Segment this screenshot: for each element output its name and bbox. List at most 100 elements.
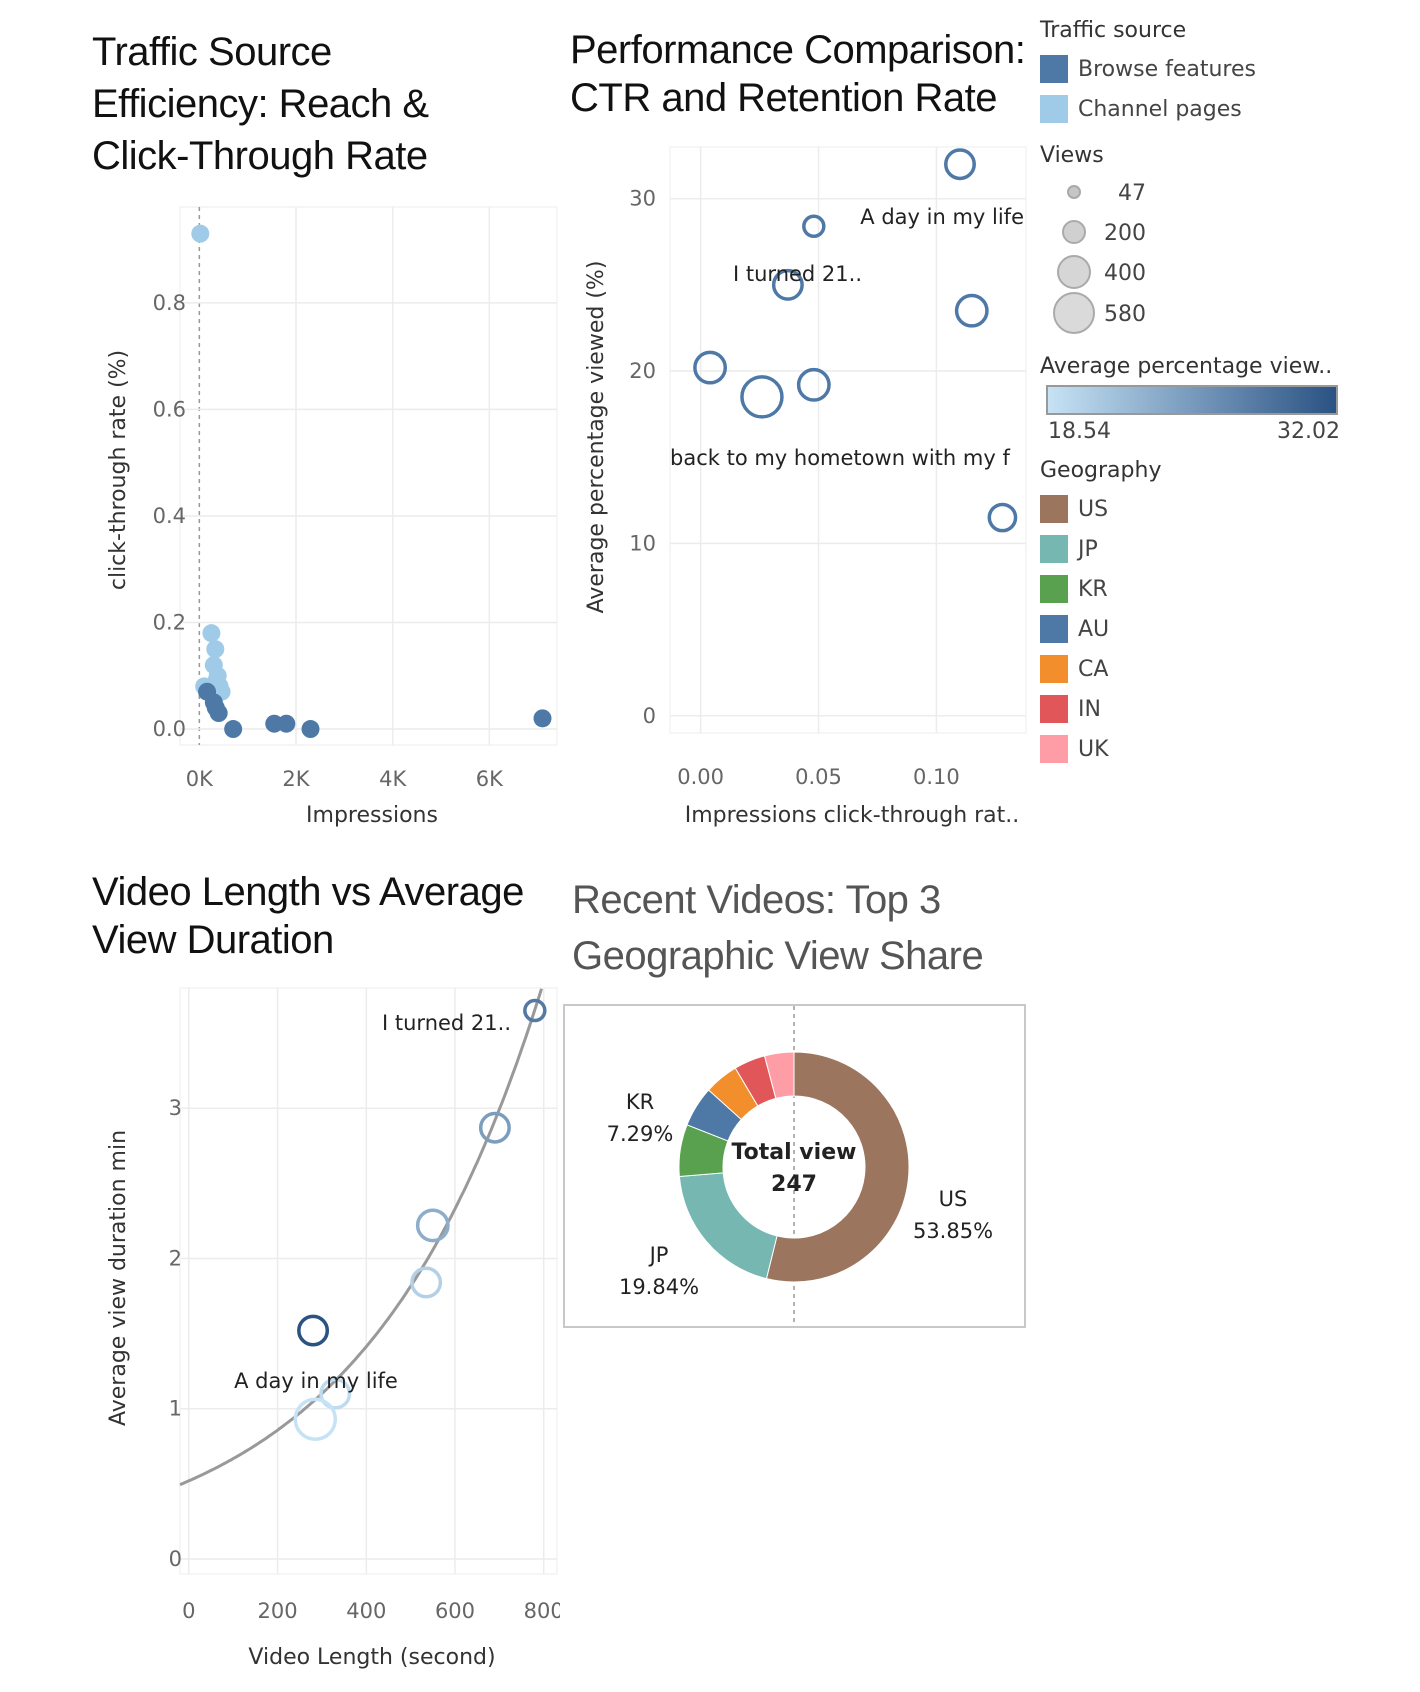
performance-gridlines bbox=[669, 146, 1027, 734]
legend-swatch bbox=[1040, 495, 1068, 523]
length-x-tick: 400 bbox=[346, 1599, 386, 1623]
legend-gradient-min: 18.54 bbox=[1048, 419, 1111, 444]
performance-point[interactable] bbox=[771, 268, 804, 301]
legend-traffic-title: Traffic source bbox=[1040, 18, 1187, 43]
performance-y-tick: 0 bbox=[643, 704, 656, 728]
length-point[interactable] bbox=[523, 998, 547, 1023]
geo-slice-us[interactable] bbox=[765, 1051, 910, 1283]
traffic-point[interactable] bbox=[209, 704, 228, 723]
traffic-y-tick: 0.0 bbox=[153, 717, 186, 741]
length-point[interactable] bbox=[478, 1111, 511, 1144]
legend-geo-item[interactable]: AU bbox=[1040, 609, 1420, 649]
legend-traffic-label: Channel pages bbox=[1078, 96, 1242, 122]
length-point[interactable] bbox=[293, 1397, 338, 1441]
legend-swatch bbox=[1040, 575, 1068, 603]
perf-annotation-turned-21: I turned 21.. bbox=[733, 262, 862, 286]
length-scatter-chart: 0 200 400 600 800 0 1 2 3 I turned 21.. A day in… bbox=[106, 987, 560, 1670]
legend-geo-item[interactable]: CA bbox=[1040, 649, 1420, 689]
geo-label-jp-pct: 19.84% bbox=[619, 1275, 699, 1299]
legend-swatch bbox=[1040, 95, 1068, 123]
legend-swatch bbox=[1040, 655, 1068, 683]
legend-geo-item[interactable]: IN bbox=[1040, 689, 1420, 729]
legend-geo-label: AU bbox=[1078, 616, 1110, 642]
length-point[interactable] bbox=[410, 1266, 443, 1299]
legend-geo-label: IN bbox=[1078, 696, 1101, 722]
legend-panel: Traffic source Browse features Channel p… bbox=[1040, 18, 1420, 769]
traffic-point[interactable] bbox=[191, 224, 210, 243]
length-points bbox=[293, 998, 547, 1441]
length-y-axis-label: Average view duration min bbox=[106, 1130, 131, 1426]
perf-annotation-day-in-life: A day in my life bbox=[860, 205, 1024, 229]
traffic-point[interactable] bbox=[206, 640, 225, 659]
legend-geo-item[interactable]: JP bbox=[1040, 529, 1420, 569]
traffic-tick-labels: 0K 2K 4K 6K 0.0 0.2 0.4 0.6 0.8 bbox=[153, 291, 505, 791]
performance-point[interactable] bbox=[987, 502, 1018, 533]
legend-traffic-item[interactable]: Channel pages bbox=[1040, 89, 1420, 129]
legend-swatch bbox=[1040, 615, 1068, 643]
legend-size-circle bbox=[1067, 185, 1081, 199]
length-x-tick: 200 bbox=[258, 1599, 298, 1623]
traffic-chart-title: Traffic Source Efficiency: Reach & Click… bbox=[92, 26, 429, 182]
legend-size-label: 47 bbox=[1118, 181, 1146, 206]
legend-views-title: Views bbox=[1040, 143, 1104, 168]
traffic-point[interactable] bbox=[301, 720, 320, 739]
traffic-x-tick: 0K bbox=[186, 767, 214, 791]
legend-size-circle bbox=[1062, 220, 1086, 244]
performance-y-tick: 30 bbox=[629, 187, 656, 211]
performance-title-line-2: CTR and Retention Rate bbox=[570, 76, 998, 120]
length-title-line-2: View Duration bbox=[92, 918, 334, 962]
legend-geo-item[interactable]: US bbox=[1040, 489, 1420, 529]
traffic-point[interactable] bbox=[202, 624, 221, 643]
length-point[interactable] bbox=[415, 1208, 450, 1243]
geo-label-us-pct: 53.85% bbox=[913, 1219, 993, 1243]
performance-point[interactable] bbox=[954, 293, 989, 328]
legend-geo-item[interactable]: UK bbox=[1040, 729, 1420, 769]
legend-geo-item[interactable]: KR bbox=[1040, 569, 1420, 609]
performance-point[interactable] bbox=[802, 214, 826, 239]
traffic-title-line-3: Click-Through Rate bbox=[92, 134, 428, 178]
legend-geo-label: UK bbox=[1078, 736, 1109, 762]
traffic-y-axis-label: click-through rate (%) bbox=[106, 350, 131, 590]
performance-point[interactable] bbox=[693, 350, 728, 385]
length-chart-title: Video Length vs Average View Duration bbox=[92, 868, 524, 964]
performance-point[interactable] bbox=[796, 367, 831, 402]
performance-point[interactable] bbox=[944, 148, 976, 181]
traffic-title-line-2: Efficiency: Reach & bbox=[92, 82, 429, 126]
performance-scatter-chart: 0.00 0.05 0.10 0 10 20 30 A day in my life I t… bbox=[584, 146, 1027, 828]
geo-slice-uk[interactable] bbox=[763, 1051, 795, 1099]
legend-gradient-title: Average percentage view.. bbox=[1040, 354, 1333, 379]
geo-slices bbox=[678, 1051, 910, 1283]
geo-center-label: Total view bbox=[732, 1140, 857, 1165]
length-annotation-turned-21: I turned 21.. bbox=[382, 1011, 511, 1035]
legend-geo-label: KR bbox=[1078, 576, 1108, 602]
length-point[interactable] bbox=[319, 1377, 352, 1410]
traffic-y-tick: 0.6 bbox=[153, 397, 186, 421]
traffic-x-tick: 6K bbox=[476, 767, 504, 791]
performance-title-line-1: Performance Comparison: bbox=[570, 28, 1026, 72]
traffic-scatter-chart: 0K 2K 4K 6K 0.0 0.2 0.4 0.6 0.8 Impressions clic… bbox=[106, 206, 558, 828]
performance-x-axis-label: Impressions click-through rat.. bbox=[685, 803, 1020, 828]
traffic-point[interactable] bbox=[224, 720, 243, 739]
length-y-tick: 0 bbox=[169, 1547, 182, 1571]
legend-traffic-label: Browse features bbox=[1078, 56, 1256, 82]
traffic-point[interactable] bbox=[277, 714, 296, 733]
legend-size-label: 200 bbox=[1104, 221, 1146, 246]
legend-gradient-max: 32.02 bbox=[1277, 419, 1340, 444]
performance-x-tick: 0.00 bbox=[677, 765, 724, 789]
length-point[interactable] bbox=[297, 1314, 330, 1347]
traffic-point[interactable] bbox=[533, 709, 552, 728]
legend-traffic-item[interactable]: Browse features bbox=[1040, 49, 1420, 89]
length-x-tick: 0 bbox=[182, 1599, 195, 1623]
geo-center-value: 247 bbox=[771, 1172, 817, 1197]
perf-annotation-hometown: back to my hometown with my f bbox=[670, 446, 1010, 470]
performance-y-tick: 10 bbox=[629, 531, 656, 555]
legend-geo-label: JP bbox=[1078, 536, 1098, 562]
traffic-y-tick: 0.4 bbox=[153, 504, 186, 528]
performance-y-tick: 20 bbox=[629, 359, 656, 383]
length-title-line-1: Video Length vs Average bbox=[92, 870, 524, 914]
performance-x-tick: 0.05 bbox=[795, 765, 842, 789]
performance-point[interactable] bbox=[740, 375, 784, 419]
length-x-axis-label: Video Length (second) bbox=[248, 1645, 495, 1670]
length-tick-labels: 0 200 400 600 800 0 1 2 3 bbox=[169, 1096, 560, 1623]
traffic-plot-area bbox=[179, 206, 558, 746]
